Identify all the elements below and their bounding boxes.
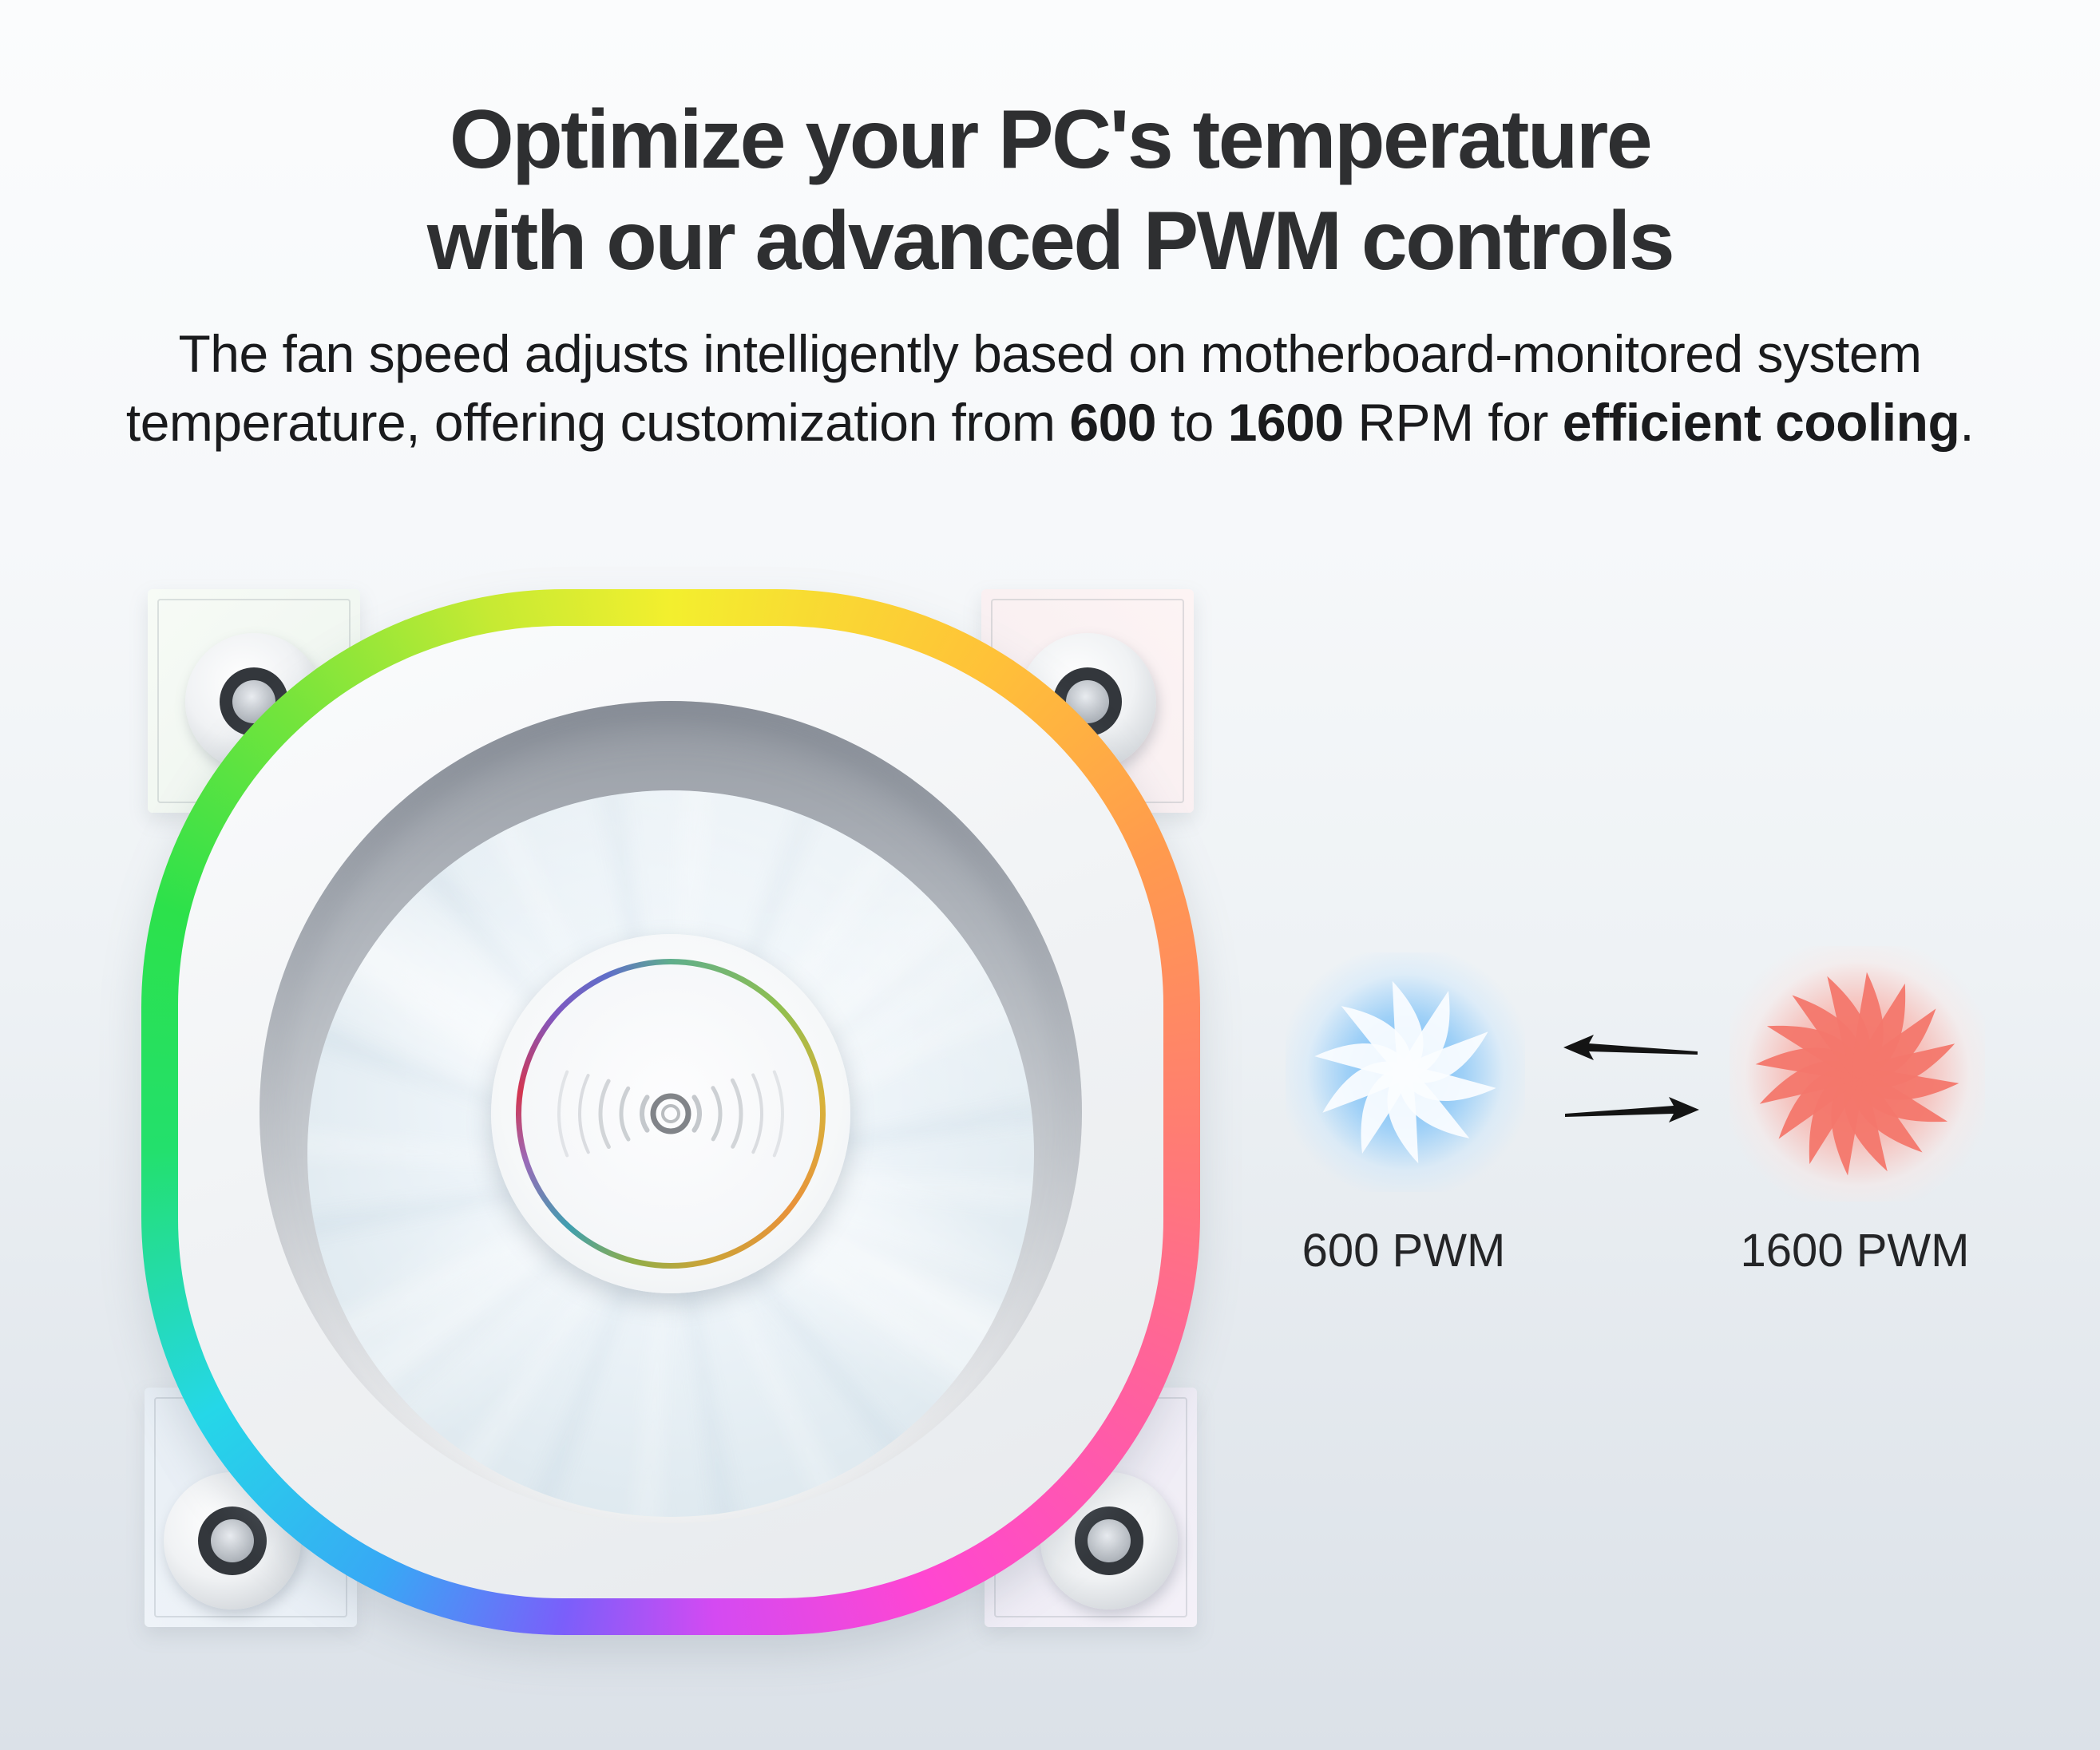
description-part: to (1156, 393, 1228, 452)
hub-spin-ripples-icon (557, 1000, 784, 1227)
right-arrow-icon (1565, 1097, 1699, 1122)
rpm-min-value: 600 (1069, 393, 1156, 452)
description-part: RPM for (1343, 393, 1563, 452)
screw-hole-bore (1075, 1507, 1143, 1575)
page-title-line2: with our advanced PWM controls (426, 195, 1675, 287)
rgb-fan-image (141, 589, 1200, 1635)
rpm-max-value: 1600 (1227, 393, 1344, 452)
screw-hole-tube (1088, 1519, 1131, 1562)
screw-hole-tube (211, 1519, 254, 1562)
description-part: . (1959, 393, 1975, 452)
page-title-line1: Optimize your PC's temperature (449, 93, 1653, 186)
low-speed-label: 600 PWM (1302, 1225, 1506, 1277)
speed-range-arrows (1563, 1035, 1699, 1134)
screw-hole-bore (198, 1507, 267, 1575)
page-title: Optimize your PC's temperature with our … (0, 89, 2100, 292)
hub-rainbow-ring (516, 959, 826, 1269)
slow-fan-swirl-icon (1286, 952, 1525, 1192)
hub-center-cap (521, 964, 820, 1263)
description-text: The fan speed adjusts intelligently base… (120, 319, 1980, 457)
fan-blades-area (307, 790, 1034, 1517)
fan-hub (491, 934, 850, 1293)
description-highlight: efficient cooling (1562, 393, 1960, 452)
fast-fan-swirl-icon (1730, 946, 1985, 1202)
left-arrow-icon (1563, 1035, 1698, 1060)
high-speed-label: 1600 PWM (1740, 1225, 1970, 1277)
description-part: The fan speed adjusts intelligently base… (125, 324, 1922, 452)
